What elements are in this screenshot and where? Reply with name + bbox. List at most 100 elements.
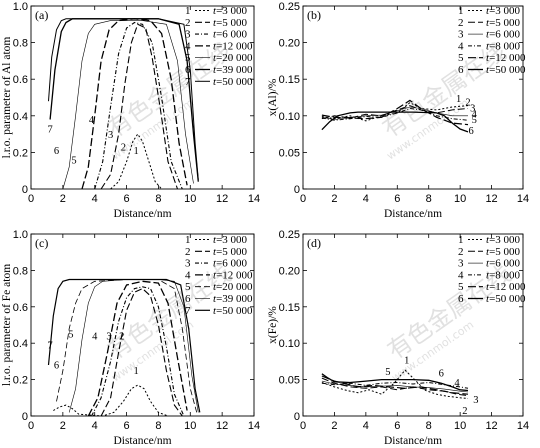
curve-label: 6	[54, 146, 59, 157]
y-tick-label: 0.10	[279, 111, 300, 123]
x-tick-label: 2	[60, 193, 66, 205]
y-tick-label: 0	[294, 411, 300, 423]
legend-value: =5 000	[216, 17, 247, 29]
series-line-1	[53, 384, 169, 417]
chart-panel-d: 0 2 4 6 8 10 12 1400.050.100.150.200.25Distance…	[267, 229, 529, 447]
y-tick-label: 0.8	[13, 38, 28, 50]
legend-entry: t=3 000	[486, 234, 521, 246]
x-tick-label: 14	[517, 193, 529, 205]
y-tick-label: 0.4	[13, 111, 28, 123]
series-line-3	[94, 21, 183, 190]
x-tick-label: 0	[300, 193, 306, 205]
x-tick-label: 6	[394, 420, 400, 432]
legend-variable: t	[486, 258, 490, 270]
legend-value: =50 000	[216, 76, 253, 88]
plot-frame	[30, 233, 255, 417]
legend-number: 7	[185, 305, 191, 317]
legend-entry: t=50 000	[486, 64, 526, 76]
curve-label: 4	[454, 378, 460, 389]
y-tick-label: 0.6	[13, 74, 28, 86]
x-tick-label: 12	[485, 193, 497, 205]
legend-value: =3 000	[216, 5, 247, 17]
curve-label: 6	[54, 361, 59, 372]
legend-entry: t=39 000	[213, 293, 253, 305]
y-tick-label: 1.0	[13, 229, 28, 241]
curve-label: 4	[92, 332, 98, 343]
x-tick-label: 6	[124, 193, 130, 205]
legend-variable: t	[486, 52, 490, 64]
legend-entry: t=20 000	[213, 281, 253, 293]
legend-entry: t=20 000	[213, 52, 253, 64]
legend-number: 3	[458, 258, 464, 270]
legend-value: =3 000	[216, 234, 247, 246]
y-tick-label: 0.2	[13, 375, 28, 387]
y-tick-label: 0	[22, 411, 28, 423]
series-line-2	[321, 377, 469, 397]
x-axis-label: Distance/nm	[384, 435, 442, 447]
x-axis-label: Distance/nm	[113, 208, 171, 220]
plot-frame	[302, 5, 524, 190]
series-line-4	[81, 18, 188, 190]
y-tick-label: 0.10	[279, 338, 300, 350]
legend-entry: t=5 000	[213, 246, 248, 258]
legend-variable: t	[486, 269, 490, 281]
legend-value: =12 000	[216, 269, 253, 281]
legend-variable: t	[213, 269, 217, 281]
legend-variable: t	[213, 5, 217, 17]
legend-variable: t	[486, 64, 490, 76]
series-line-5	[62, 20, 194, 190]
legend-entry: t=39 000	[213, 64, 253, 76]
legend-variable: t	[213, 76, 217, 88]
legend-number: 3	[185, 258, 191, 270]
y-tick-label: 0.05	[279, 375, 300, 387]
curve-label: 2	[462, 406, 467, 417]
x-tick-label: 2	[331, 193, 337, 205]
y-tick-label: 0.20	[279, 38, 300, 50]
y-tick-label: 0.25	[279, 1, 300, 13]
curve-label: 3	[106, 332, 111, 343]
legend-entry: t=5 000	[486, 17, 521, 29]
legend-variable: t	[486, 40, 490, 52]
legend-value: =39 000	[216, 293, 253, 305]
series-line-4	[87, 280, 188, 417]
legend-number: 4	[458, 269, 464, 281]
x-axis-label: Distance/nm	[113, 435, 171, 447]
chart-panel-a: 0 2 4 6 8 10 12 1400.20.40.60.81.0Distance/nml.…	[1, 1, 260, 220]
legend-entry: t=3 000	[213, 234, 248, 246]
curve-label: 7	[47, 124, 52, 135]
curve-label: 6	[469, 126, 474, 137]
x-tick-label: 10	[184, 420, 196, 432]
curve-label: 1	[404, 356, 409, 367]
series-line-2	[100, 23, 179, 190]
legend-variable: t	[213, 281, 217, 293]
y-tick-label: 0.05	[279, 147, 300, 159]
legend-value: =12 000	[489, 281, 526, 293]
curve-label: 3	[108, 130, 113, 141]
legend-number: 5	[458, 52, 464, 64]
legend-entry: t=6 000	[486, 258, 521, 270]
legend-entry: t=5 000	[213, 17, 248, 29]
x-tick-label: 8	[155, 420, 161, 432]
legend-value: =12 000	[216, 40, 253, 52]
series-line-1	[321, 369, 469, 399]
legend-number: 4	[185, 40, 191, 52]
legend-number: 5	[458, 281, 464, 293]
legend-number: 1	[458, 5, 464, 17]
series-line-5	[321, 99, 469, 126]
legend-value: =50 000	[216, 305, 253, 317]
legend-number: 7	[185, 76, 191, 88]
legend-entry: t=12 000	[486, 52, 526, 64]
y-axis-label: l.r.o. parameter of Al atom	[1, 37, 13, 159]
curve-label: 1	[456, 94, 461, 105]
legend-entry: t=8 000	[486, 40, 521, 52]
series-line-6	[321, 111, 469, 133]
legend-value: =12 000	[489, 52, 526, 64]
curve-label: 3	[470, 103, 475, 114]
y-tick-label: 0.6	[13, 302, 28, 314]
y-tick-label: 0.15	[279, 302, 300, 314]
x-tick-label: 12	[216, 193, 228, 205]
legend-variable: t	[213, 246, 217, 258]
series-line-7	[47, 278, 201, 413]
x-tick-label: 4	[363, 420, 369, 432]
legend-number: 2	[458, 246, 464, 258]
